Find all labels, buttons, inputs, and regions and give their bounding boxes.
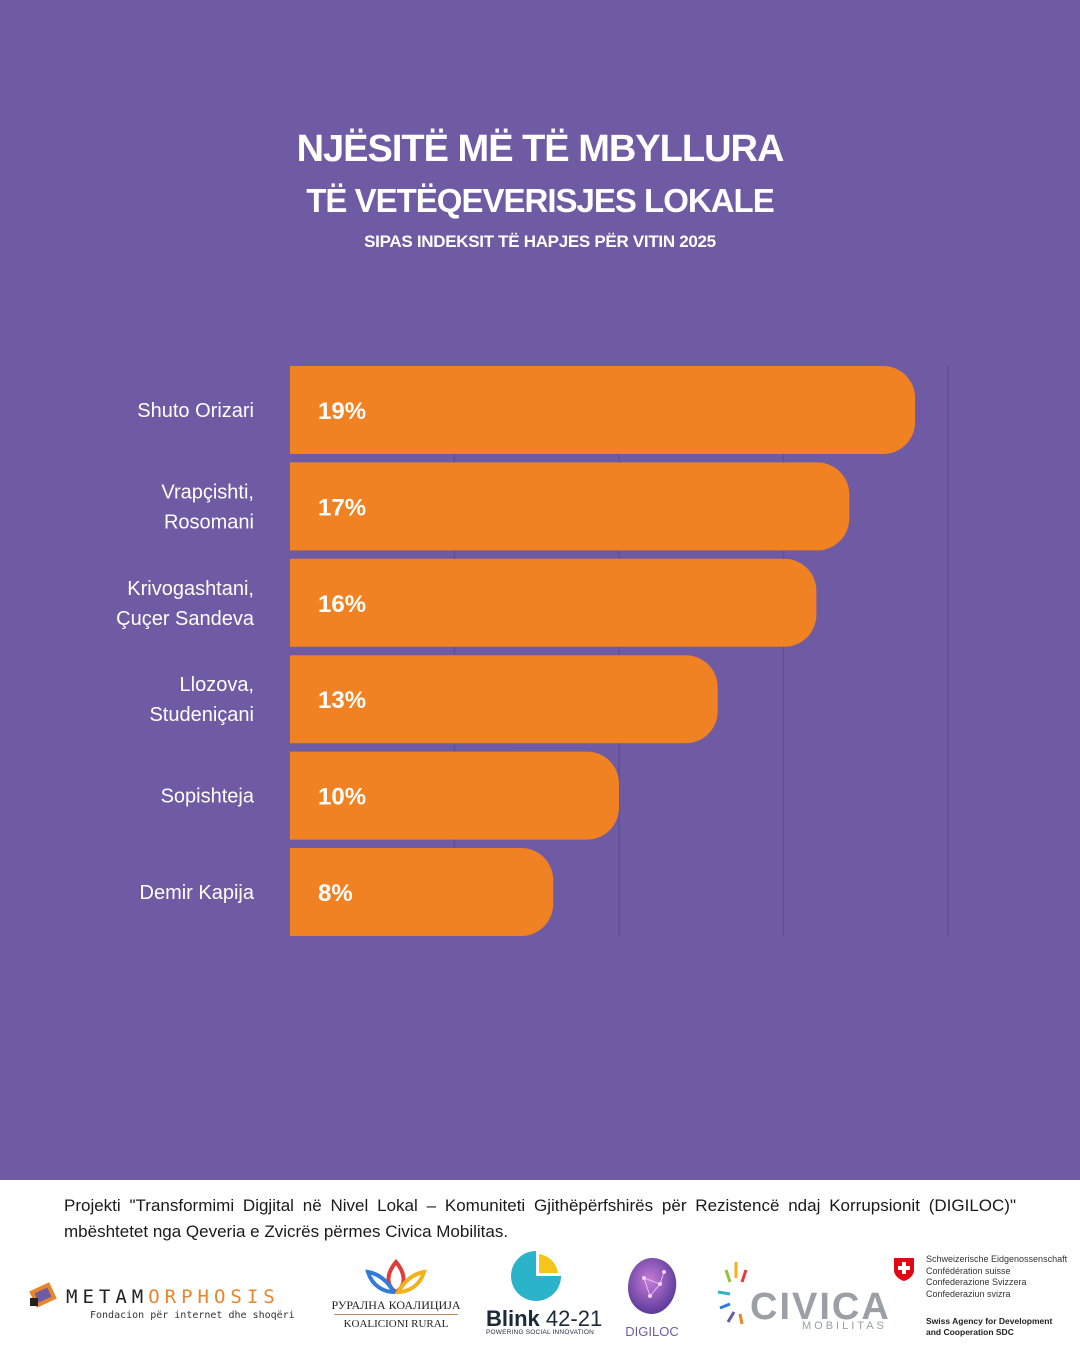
rural-coalition-logo: РУРАЛНА КОАЛИЦИЈА KOALICIONI RURAL [328, 1256, 464, 1336]
bar-value-label: 13% [318, 687, 366, 714]
rural-coalition-name-sq: KOALICIONI RURAL [343, 1318, 449, 1330]
blink-tagline: POWERING SOCIAL INNOVATION [486, 1329, 595, 1336]
digiloc-wordmark: DIGILOC [625, 1324, 679, 1339]
category-label: Demir Kapija [140, 882, 255, 904]
swiss-confederation-logo: Schweizerische Eidgenossenschaft Confédé… [890, 1254, 1076, 1344]
blink-wordmark: Blink 42-21 [486, 1306, 603, 1331]
civica-logo: CIVICA MOBILITAS [716, 1250, 889, 1340]
rural-divider [334, 1314, 458, 1315]
sdc-agency-name: Swiss Agency for Development and Coopera… [926, 1316, 1053, 1337]
metamorphosis-wordmark: METAMORPHOSIS [66, 1286, 280, 1308]
project-footnote: Projekti "Transformimi Digjital në Nivel… [64, 1196, 1016, 1241]
digiloc-logo: DIGILOC [612, 1250, 692, 1340]
metamorphosis-mark-icon [29, 1282, 57, 1308]
bar [290, 751, 619, 840]
digiloc-sphere-icon [628, 1258, 677, 1314]
bar [290, 848, 554, 936]
swiss-cross-icon [894, 1258, 914, 1281]
bar [290, 366, 916, 454]
bar-value-label: 8% [318, 880, 353, 907]
rural-lotus-icon [365, 1258, 427, 1295]
category-label: Llozova, Studeniçani [149, 674, 254, 726]
chart-subtitle: SIPAS INDEKSIT TË HAPJES PËR VITIN 2025 [364, 232, 716, 251]
category-label: Shuto Orizari [137, 400, 254, 422]
rural-coalition-name-mk: РУРАЛНА КОАЛИЦИЈА [331, 1298, 461, 1312]
civica-subtitle: MOBILITAS [802, 1320, 887, 1332]
category-label: Vrapçishti, Rosomani [161, 481, 254, 533]
bar-value-label: 19% [318, 398, 366, 425]
bar-value-label: 17% [318, 494, 366, 521]
blink-pie-icon [511, 1251, 561, 1301]
metamorphosis-logo: METAMORPHOSIS Fondacion për internet dhe… [28, 1276, 328, 1326]
swiss-confederation-names: Schweizerische Eidgenossenschaft Confédé… [926, 1254, 1068, 1299]
civica-burst-icon [717, 1262, 748, 1325]
chart-title-line1: NJËSITË MË TË MBYLLURA [296, 128, 785, 170]
bar [290, 462, 850, 551]
bar-chart: 19% Shuto Orizari 17% Vrapçishti, Rosomani 16… [116, 366, 949, 936]
metamorphosis-tagline: Fondacion për internet dhe shoqëri [90, 1310, 295, 1321]
category-label: Krivogashtani, Çuçer Sandeva [116, 578, 255, 630]
civica-wordmark: CIVICA [750, 1286, 891, 1328]
bar-value-label: 10% [318, 784, 366, 811]
bar [290, 558, 817, 647]
category-label: Sopishteja [161, 786, 255, 808]
bar-value-label: 16% [318, 591, 366, 618]
chart-title-line2: TË VETËQEVERISJES LOKALE [306, 182, 774, 219]
blink-logo: Blink 42-21 POWERING SOCIAL INNOVATION [484, 1250, 602, 1340]
bar [290, 655, 718, 744]
